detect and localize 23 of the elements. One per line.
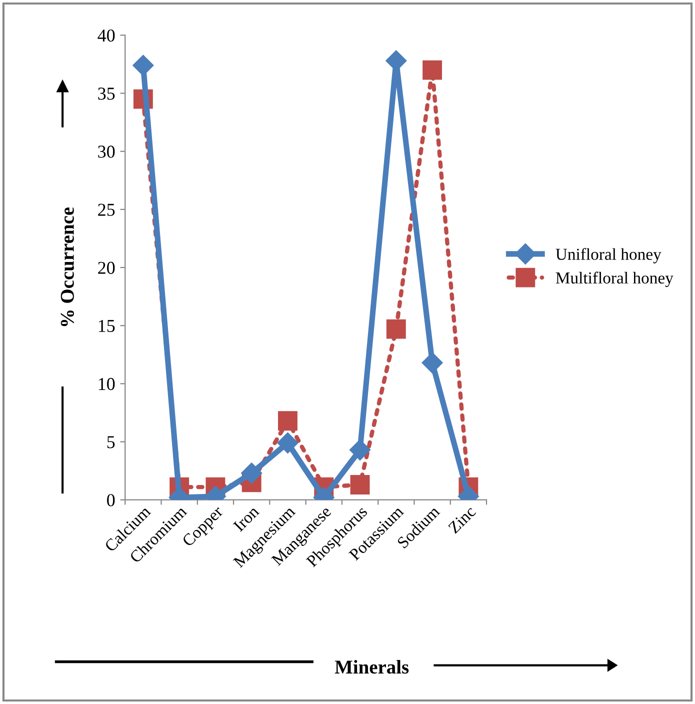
y-tick-label: 35	[98, 88, 115, 100]
y-tick-label: 15	[98, 320, 115, 332]
point	[278, 411, 298, 431]
point	[132, 54, 154, 76]
x-tick-label: Zinc	[448, 505, 476, 534]
legend-label: Multifloral honey	[556, 272, 674, 288]
y-tick-label: 5	[107, 436, 115, 448]
x-axis-title: Minerals	[334, 660, 409, 674]
y-tick-label: 0	[107, 494, 115, 506]
point	[422, 352, 443, 374]
point	[349, 439, 371, 460]
y-tick-label: 25	[98, 204, 115, 216]
y-axis-title: % Occurrence	[60, 207, 74, 326]
y-tick-label: 20	[98, 262, 115, 274]
y-tick-label: 10	[98, 378, 115, 390]
y-tick-label: 40	[98, 29, 115, 42]
point	[277, 432, 298, 454]
point	[386, 319, 406, 339]
point	[241, 462, 262, 484]
y-tick-label: 30	[98, 146, 115, 158]
point	[422, 60, 442, 80]
legend-label: Unifloral honey	[556, 248, 662, 264]
point	[350, 475, 370, 494]
